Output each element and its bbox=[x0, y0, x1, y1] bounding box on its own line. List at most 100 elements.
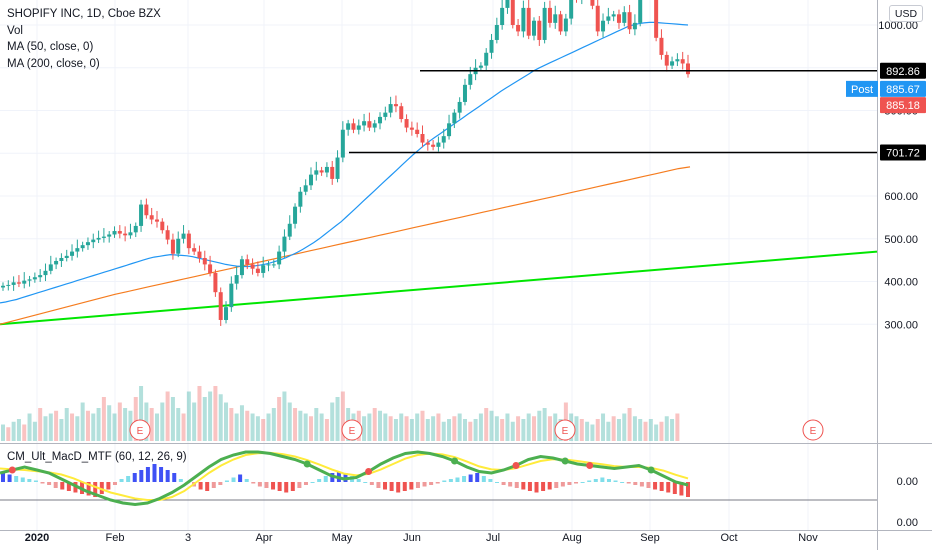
volume-bar bbox=[654, 424, 659, 441]
volume-bar bbox=[478, 413, 483, 441]
currency-button[interactable]: USD bbox=[889, 5, 923, 22]
candle-body bbox=[659, 37, 664, 55]
macd-histogram-bar bbox=[442, 480, 447, 482]
macd-histogram-bar bbox=[475, 473, 480, 482]
macd-histogram-bar bbox=[435, 482, 440, 484]
volume-bar bbox=[388, 416, 393, 441]
horizontal-levels[interactable] bbox=[349, 70, 877, 154]
volume-bar bbox=[510, 421, 515, 441]
macd-signal-line bbox=[0, 451, 689, 501]
candle-body bbox=[505, 0, 510, 8]
volume-bar bbox=[431, 416, 436, 441]
volume-bar bbox=[38, 408, 43, 441]
ma200-series bbox=[0, 166, 691, 325]
candle-body bbox=[330, 166, 335, 179]
volume-bar bbox=[441, 421, 446, 441]
candle-body bbox=[447, 123, 452, 137]
macd-histogram-bar bbox=[369, 482, 374, 485]
candle-body bbox=[181, 233, 186, 239]
macd-histogram-bar bbox=[303, 482, 308, 485]
volume-bar bbox=[574, 416, 579, 441]
volume-bar bbox=[80, 402, 85, 441]
time-tick-label: May bbox=[332, 532, 353, 544]
volume-bar bbox=[436, 413, 441, 441]
volume-bar bbox=[447, 419, 452, 441]
volume-bar bbox=[64, 408, 69, 441]
indicator-ma50[interactable]: MA (50, close, 0) bbox=[7, 41, 94, 53]
macd-histogram-bar bbox=[554, 482, 559, 488]
candle-body bbox=[48, 264, 53, 271]
volume-bar bbox=[239, 405, 244, 441]
volume-bar bbox=[208, 391, 213, 441]
earnings-marker-label: E bbox=[562, 426, 569, 437]
candle-body bbox=[197, 251, 202, 258]
candle-body bbox=[234, 275, 239, 284]
volume-bar bbox=[133, 397, 138, 441]
candle-body bbox=[54, 260, 59, 265]
volume-bar bbox=[282, 391, 287, 441]
macd-main-line bbox=[0, 450, 689, 507]
volume-bar bbox=[123, 408, 128, 441]
candle-body bbox=[547, 7, 552, 23]
candle-body bbox=[287, 223, 292, 237]
volume-bar bbox=[415, 413, 420, 441]
indicator-vol[interactable]: Vol bbox=[7, 24, 23, 37]
candle-body bbox=[616, 14, 621, 23]
macd-histogram-bar bbox=[277, 482, 282, 491]
macd-histogram-bar bbox=[534, 482, 539, 493]
candle-body bbox=[441, 136, 446, 143]
earnings-marker bbox=[341, 419, 363, 441]
candle-body bbox=[563, 18, 568, 32]
earnings-marker bbox=[129, 419, 151, 441]
volume-bar bbox=[48, 413, 53, 441]
macd-histogram-bar bbox=[679, 482, 684, 496]
volume-bar bbox=[664, 416, 669, 441]
candle-body bbox=[213, 272, 218, 293]
candle-body bbox=[436, 142, 441, 147]
macd-histogram-bar bbox=[488, 479, 493, 482]
macd-indicator-label[interactable]: CM_Ult_MacD_MTF (60, 12, 26, 9) bbox=[7, 451, 187, 463]
volume-bar bbox=[154, 413, 159, 441]
candle-body bbox=[165, 230, 170, 240]
candle-body bbox=[1, 285, 5, 288]
price-tick-label: 1000.00 bbox=[878, 20, 918, 32]
macd-histogram-bar bbox=[514, 482, 519, 488]
level-low-tag: 701.72 bbox=[886, 148, 920, 160]
candle-body bbox=[70, 251, 75, 256]
candle-body bbox=[462, 84, 467, 102]
macd-histogram-bar bbox=[389, 482, 394, 491]
macd-histogram-bar bbox=[646, 482, 651, 488]
candle-body bbox=[32, 277, 37, 280]
volume-bar bbox=[54, 410, 59, 441]
candle-body bbox=[27, 279, 32, 281]
symbol-title[interactable]: SHOPIFY INC, 1D, Cboe BZX bbox=[7, 8, 161, 20]
indicator-ma200[interactable]: MA (200, close, 0) bbox=[7, 57, 100, 70]
volume-bar bbox=[197, 386, 202, 441]
macd-histogram-bar bbox=[666, 482, 671, 493]
level-high-tag-bg bbox=[880, 62, 926, 79]
macd-histogram-bar bbox=[494, 482, 499, 483]
volume-bar bbox=[579, 419, 584, 441]
macd-histogram-bar bbox=[567, 482, 572, 485]
macd-histogram-bar bbox=[376, 482, 381, 488]
candle-body bbox=[59, 257, 64, 261]
ma50-line bbox=[0, 21, 689, 304]
volume-bar bbox=[75, 416, 80, 441]
macd-cross-dot bbox=[561, 457, 569, 465]
earnings-marker-label: E bbox=[349, 426, 356, 437]
macd-histogram-bar bbox=[93, 482, 98, 497]
candle-body bbox=[431, 144, 436, 147]
macd-histogram-bar bbox=[429, 482, 434, 485]
volume-bar bbox=[101, 397, 106, 441]
candle-body bbox=[38, 275, 43, 278]
macd-histogram-bar bbox=[40, 482, 45, 484]
volume-bar bbox=[287, 402, 292, 441]
macd-histogram-bar bbox=[205, 482, 210, 491]
macd-histogram-bar bbox=[290, 482, 295, 491]
macd-histogram-bar bbox=[165, 470, 170, 482]
macd-histogram-bar bbox=[481, 476, 486, 482]
candle-body bbox=[457, 101, 462, 113]
macd-histogram-bar bbox=[639, 482, 644, 487]
volume-bar bbox=[537, 410, 542, 441]
